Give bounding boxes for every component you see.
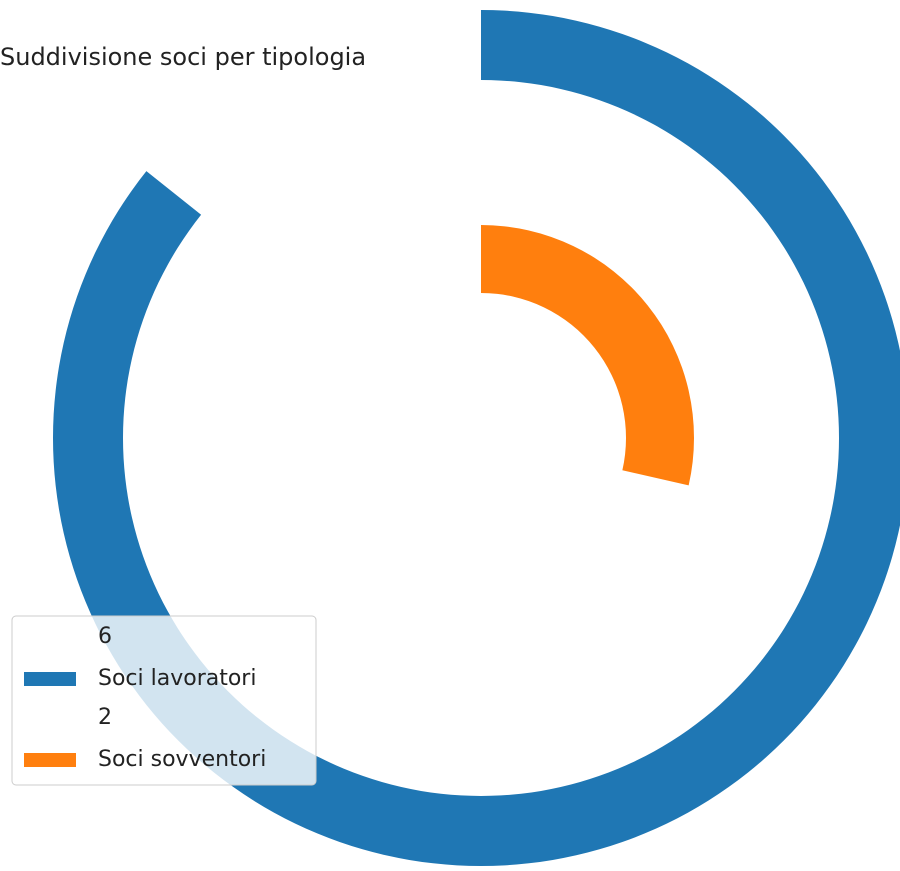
legend-value: 2 [98,705,112,730]
legend-label: Soci sovventori [98,747,266,772]
legend-label: Soci lavoratori [98,666,256,691]
chart-title: Suddivisione soci per tipologia [0,43,366,71]
legend-swatch [24,672,76,686]
legend-box [11,615,317,786]
legend: 6 Soci lavoratori 2 Soci sovventori [11,615,317,786]
legend-swatch [24,753,76,767]
legend-value: 6 [98,624,112,649]
radial-bar [481,225,695,486]
